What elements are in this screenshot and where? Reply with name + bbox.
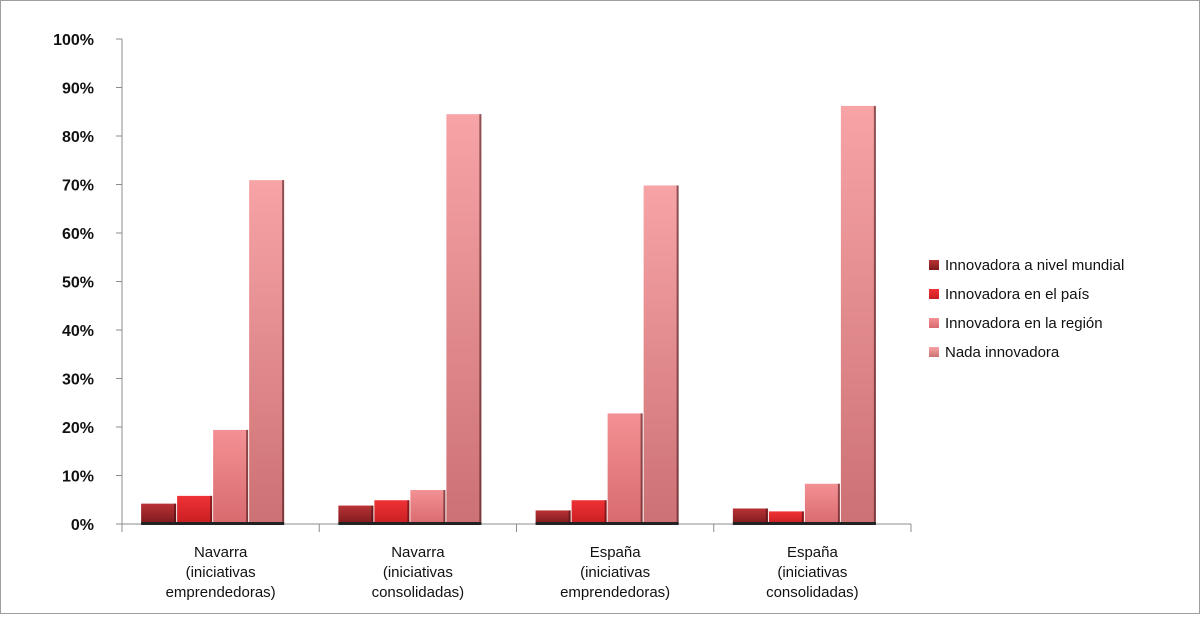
legend-label: Innovadora a nivel mundial (945, 257, 1124, 274)
y-tick-label: 60% (62, 226, 94, 243)
bar-4-2 (446, 114, 481, 524)
x-category-label-line: Navarra (194, 544, 248, 561)
bar-edge (443, 490, 445, 524)
bar-4-3 (644, 185, 679, 524)
bar-3-3 (608, 413, 643, 524)
x-category-label-line: (iniciativas (383, 564, 453, 581)
y-tick-label: 0% (71, 517, 94, 534)
bar-4-1 (249, 180, 284, 524)
y-tick-label: 90% (62, 81, 94, 98)
y-tick-label: 50% (62, 275, 94, 292)
legend-label: Innovadora en la región (945, 315, 1103, 332)
x-category-label-line: emprendedoras) (166, 584, 276, 601)
bar-edge (371, 506, 373, 524)
bar-baseline (338, 522, 481, 525)
x-category-label-line: emprendedoras) (560, 584, 670, 601)
bar-edge (569, 510, 571, 524)
bar-baseline (733, 522, 876, 525)
bar-3-2 (410, 490, 445, 524)
legend-label: Nada innovadora (945, 344, 1060, 361)
legend-swatch (929, 347, 939, 357)
y-tick-label: 30% (62, 372, 94, 389)
bar-edge (246, 430, 248, 524)
x-category-label-line: España (590, 544, 642, 561)
x-category-label: España (iniciativas emprendedoras) (560, 544, 670, 601)
bar-1-4 (733, 508, 768, 524)
x-category-label-line: consolidadas) (766, 584, 859, 601)
bar-2-1 (177, 496, 212, 524)
bar-3-1 (213, 430, 248, 524)
bar-baseline (141, 522, 284, 525)
bar-1-3 (536, 510, 571, 524)
x-category-label-line: Navarra (391, 544, 445, 561)
bar-4-4 (841, 106, 876, 524)
y-tick-label: 70% (62, 178, 94, 195)
bar-1-2 (338, 506, 373, 524)
bar-edge (838, 484, 840, 524)
y-tick-label: 100% (53, 32, 94, 49)
bar-2-2 (374, 500, 409, 524)
x-category-label-line: España (787, 544, 839, 561)
y-tick-label: 40% (62, 323, 94, 340)
x-category-label: Navarra (iniciativas consolidadas) (372, 544, 465, 601)
y-tick-label: 10% (62, 469, 94, 486)
x-category-label: España (iniciativas consolidadas) (766, 544, 859, 601)
bar-1-1 (141, 504, 176, 524)
bar-edge (282, 180, 284, 524)
bar-edge (874, 106, 876, 524)
bar-edge (479, 114, 481, 524)
x-category-label-line: (iniciativas (186, 564, 256, 581)
bar-2-3 (572, 500, 607, 524)
y-tick-label: 80% (62, 129, 94, 146)
bar-edge (605, 500, 607, 524)
legend-swatch (929, 260, 939, 270)
bar-edge (677, 185, 679, 524)
y-tick-label: 20% (62, 420, 94, 437)
legend-swatch (929, 289, 939, 299)
x-category-label: Navarra (iniciativas emprendedoras) (166, 544, 276, 601)
bar-edge (641, 413, 643, 524)
bar-edge (407, 500, 409, 524)
bar-edge (766, 508, 768, 524)
bar-baseline (536, 522, 679, 525)
legend-swatch (929, 318, 939, 328)
legend-label: Innovadora en el país (945, 286, 1089, 303)
x-category-label-line: (iniciativas (777, 564, 847, 581)
bar-edge (174, 504, 176, 524)
bar-3-4 (805, 484, 840, 524)
bar-edge (210, 496, 212, 524)
x-category-label-line: (iniciativas (580, 564, 650, 581)
x-category-label-line: consolidadas) (372, 584, 465, 601)
